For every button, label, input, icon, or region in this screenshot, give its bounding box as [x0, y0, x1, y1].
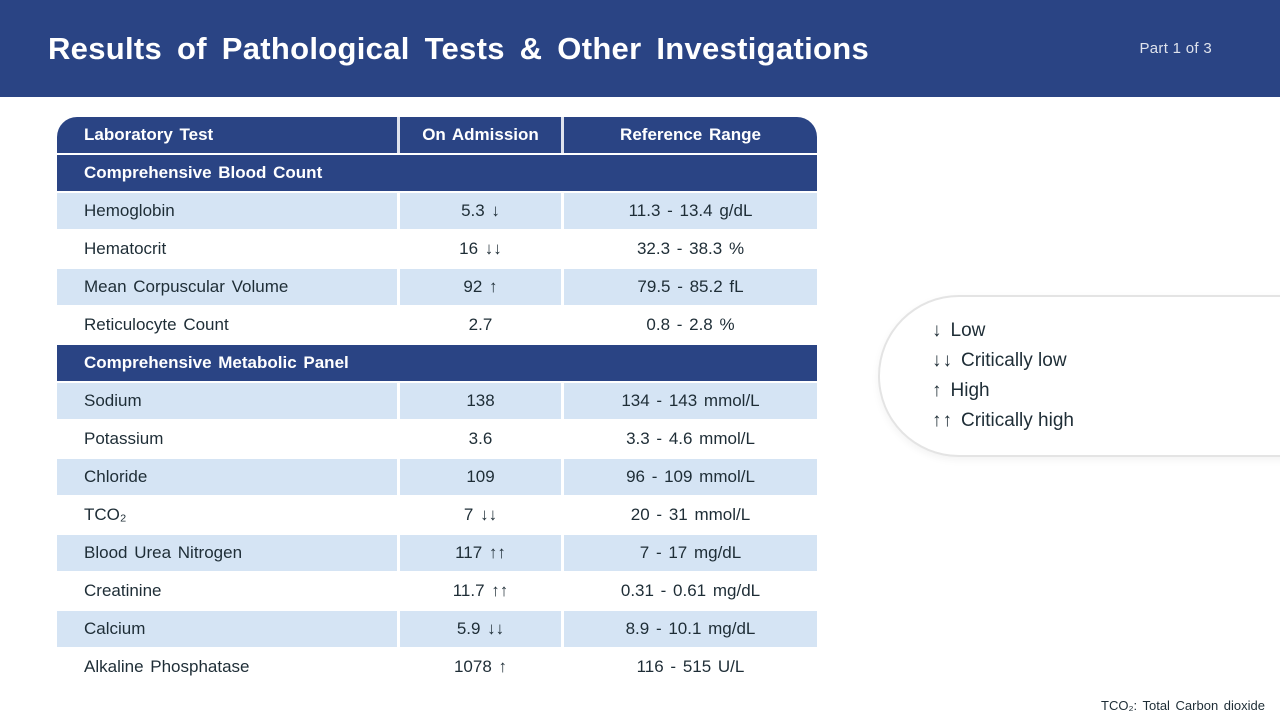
legend-item-low: ↓ Low — [932, 316, 1280, 346]
admission-value: 2.7 — [397, 307, 561, 343]
table-row-creatinine: Creatinine 11.7 ↑↑ 0.31 - 0.61 mg/dL — [57, 573, 817, 609]
reference-range: 116 - 515 U/L — [561, 649, 817, 685]
table-row-mean-corpuscular-volume: Mean Corpuscular Volume 92 ↑ 79.5 - 85.2… — [57, 269, 817, 305]
lab-results-table: Laboratory Test On Admission Reference R… — [57, 115, 817, 687]
part-indicator: Part 1 of 3 — [1139, 40, 1212, 57]
reference-range: 0.8 - 2.8 % — [561, 307, 817, 343]
reference-range: 134 - 143 mmol/L — [561, 383, 817, 419]
test-name: Chloride — [57, 459, 397, 495]
legend-item-critically-high: ↑↑ Critically high — [932, 406, 1280, 436]
reference-range: 11.3 - 13.4 g/dL — [561, 193, 817, 229]
footnote: TCO₂: Total Carbon dioxide — [1101, 698, 1265, 713]
legend-panel: ↓ Low ↓↓ Critically low ↑ High ↑↑ Critically… — [878, 295, 1280, 457]
admission-value: 138 — [397, 383, 561, 419]
reference-range: 96 - 109 mmol/L — [561, 459, 817, 495]
admission-value: 11.7 ↑↑ — [397, 573, 561, 609]
up-arrow-icon: ↑ — [932, 380, 943, 401]
table-row-hemoglobin: Hemoglobin 5.3 ↓ 11.3 - 13.4 g/dL — [57, 193, 817, 229]
legend-item-high: ↑ High — [932, 376, 1280, 406]
section-label: Comprehensive Blood Count — [57, 155, 817, 191]
reference-range: 79.5 - 85.2 fL — [561, 269, 817, 305]
reference-range: 0.31 - 0.61 mg/dL — [561, 573, 817, 609]
test-name: Calcium — [57, 611, 397, 647]
legend-label: Critically high — [961, 410, 1074, 431]
section-label: Comprehensive Metabolic Panel — [57, 345, 817, 381]
title-bar: Results of Pathological Tests & Other In… — [0, 0, 1280, 97]
table-row-chloride: Chloride 109 96 - 109 mmol/L — [57, 459, 817, 495]
admission-value: 5.9 ↓↓ — [397, 611, 561, 647]
reference-range: 8.9 - 10.1 mg/dL — [561, 611, 817, 647]
admission-value: 7 ↓↓ — [397, 497, 561, 533]
table-row-calcium: Calcium 5.9 ↓↓ 8.9 - 10.1 mg/dL — [57, 611, 817, 647]
section-header-blood-count: Comprehensive Blood Count — [57, 155, 817, 191]
table-row-sodium: Sodium 138 134 - 143 mmol/L — [57, 383, 817, 419]
reference-range: 32.3 - 38.3 % — [561, 231, 817, 267]
admission-value: 16 ↓↓ — [397, 231, 561, 267]
test-name: Creatinine — [57, 573, 397, 609]
test-name: TCO₂ — [57, 497, 397, 533]
test-name: Reticulocyte Count — [57, 307, 397, 343]
column-header-reference-range: Reference Range — [561, 117, 817, 153]
column-header-on-admission: On Admission — [397, 117, 561, 153]
table-header-row: Laboratory Test On Admission Reference R… — [57, 117, 817, 153]
column-header-laboratory-test: Laboratory Test — [57, 117, 397, 153]
table-row-blood-urea-nitrogen: Blood Urea Nitrogen 117 ↑↑ 7 - 17 mg/dL — [57, 535, 817, 571]
down-arrow-icon: ↓ — [932, 320, 943, 341]
table-row-reticulocyte-count: Reticulocyte Count 2.7 0.8 - 2.8 % — [57, 307, 817, 343]
table-row-tco2: TCO₂ 7 ↓↓ 20 - 31 mmol/L — [57, 497, 817, 533]
legend-label: Critically low — [961, 350, 1067, 371]
test-name: Alkaline Phosphatase — [57, 649, 397, 685]
table-row-hematocrit: Hematocrit 16 ↓↓ 32.3 - 38.3 % — [57, 231, 817, 267]
table-row-alkaline-phosphatase: Alkaline Phosphatase 1078 ↑ 116 - 515 U/… — [57, 649, 817, 685]
admission-value: 3.6 — [397, 421, 561, 457]
reference-range: 3.3 - 4.6 mmol/L — [561, 421, 817, 457]
test-name: Mean Corpuscular Volume — [57, 269, 397, 305]
reference-range: 7 - 17 mg/dL — [561, 535, 817, 571]
admission-value: 1078 ↑ — [397, 649, 561, 685]
section-header-metabolic-panel: Comprehensive Metabolic Panel — [57, 345, 817, 381]
test-name: Sodium — [57, 383, 397, 419]
double-up-arrow-icon: ↑↑ — [932, 410, 953, 431]
table-row-potassium: Potassium 3.6 3.3 - 4.6 mmol/L — [57, 421, 817, 457]
legend-item-critically-low: ↓↓ Critically low — [932, 346, 1280, 376]
double-down-arrow-icon: ↓↓ — [932, 350, 953, 371]
admission-value: 92 ↑ — [397, 269, 561, 305]
test-name: Blood Urea Nitrogen — [57, 535, 397, 571]
legend-label: High — [950, 380, 990, 401]
admission-value: 5.3 ↓ — [397, 193, 561, 229]
reference-range: 20 - 31 mmol/L — [561, 497, 817, 533]
admission-value: 109 — [397, 459, 561, 495]
test-name: Hemoglobin — [57, 193, 397, 229]
test-name: Potassium — [57, 421, 397, 457]
page-title: Results of Pathological Tests & Other In… — [48, 30, 869, 66]
legend-label: Low — [950, 320, 986, 341]
test-name: Hematocrit — [57, 231, 397, 267]
admission-value: 117 ↑↑ — [397, 535, 561, 571]
